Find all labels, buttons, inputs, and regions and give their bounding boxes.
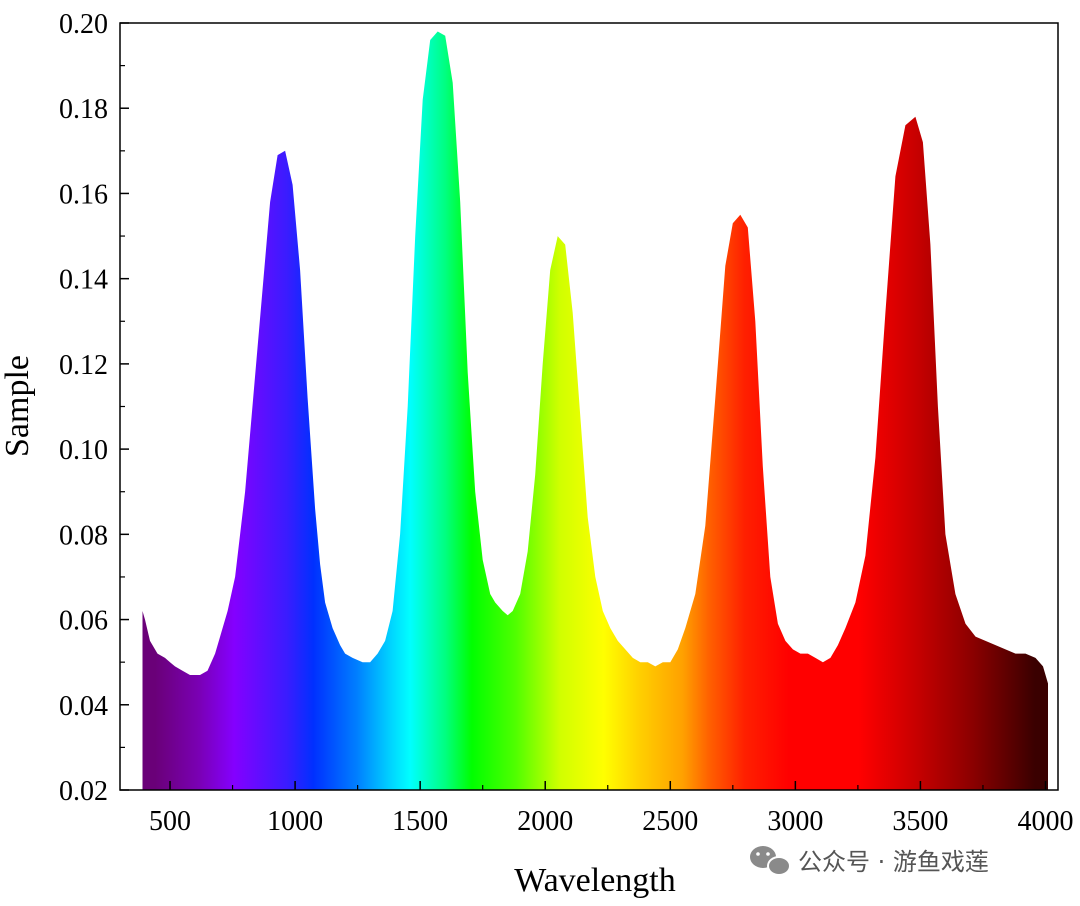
y-tick-label: 0.18 (59, 94, 108, 125)
y-tick-label: 0.02 (59, 776, 108, 807)
y-tick-label: 0.04 (59, 691, 108, 722)
spectrum-series-area (142, 31, 1048, 790)
y-axis-title: Sample (0, 355, 36, 457)
x-tick-label: 2500 (642, 806, 698, 837)
y-tick-label: 0.14 (59, 265, 108, 296)
wechat-icon (750, 846, 791, 876)
y-tick-label: 0.20 (59, 9, 108, 40)
x-axis: 500 1000 1500 2000 2500 3000 3500 4000 (149, 781, 1073, 837)
x-tick-label: 4000 (1017, 806, 1073, 837)
x-tick-label: 3000 (767, 806, 823, 837)
x-tick-label: 1500 (392, 806, 448, 837)
y-tick-label: 0.16 (59, 179, 108, 210)
x-tick-label: 1000 (267, 806, 323, 837)
spectrum-area (142, 31, 1048, 790)
x-axis-title: Wavelength (514, 862, 676, 899)
x-tick-label: 3500 (892, 806, 948, 837)
y-tick-label: 0.10 (59, 435, 108, 466)
y-tick-label: 0.12 (59, 350, 108, 381)
watermark: 公众号 · 游鱼戏莲 (750, 846, 989, 876)
x-tick-label: 2000 (517, 806, 573, 837)
y-tick-label: 0.06 (59, 606, 108, 637)
y-tick-label: 0.08 (59, 520, 108, 551)
x-tick-label: 500 (149, 806, 191, 837)
y-axis: 0.02 0.04 0.06 0.08 0.10 0.12 0.14 0.16 0.18 0.20 (59, 9, 129, 807)
watermark-text: 公众号 · 游鱼戏莲 (798, 848, 989, 876)
